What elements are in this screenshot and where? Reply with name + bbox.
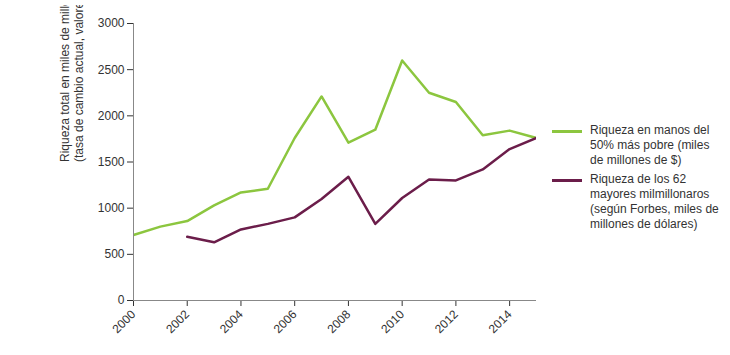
svg-text:Riqueza total en miles de mill: Riqueza total en miles de millones de $(… [58, 5, 86, 162]
svg-text:0: 0 [118, 293, 125, 307]
svg-text:500: 500 [104, 247, 124, 261]
svg-text:2500: 2500 [98, 63, 125, 77]
html-text:Riqueza en manos del 50% más p: Riqueza en manos del 50% más pobre (mile… [590, 123, 710, 167]
svg-text:2010: 2010 [378, 307, 407, 336]
svg-text:1500: 1500 [98, 155, 125, 169]
svg-text:2002: 2002 [163, 307, 192, 336]
svg-text:2006: 2006 [271, 307, 300, 336]
svg-text:2012: 2012 [432, 307, 461, 336]
html-text:Riqueza de los 62 mayores milm: Riqueza de los 62 mayores milmillonaros … [590, 172, 719, 231]
svg-text:1000: 1000 [98, 201, 125, 215]
svg-text:2008: 2008 [324, 307, 353, 336]
svg-text:2000: 2000 [98, 109, 125, 123]
svg-text:2014: 2014 [486, 307, 515, 336]
svg-text:2000: 2000 [110, 307, 139, 336]
svg-text:2004: 2004 [217, 307, 246, 336]
svg-text:3000: 3000 [98, 16, 125, 30]
